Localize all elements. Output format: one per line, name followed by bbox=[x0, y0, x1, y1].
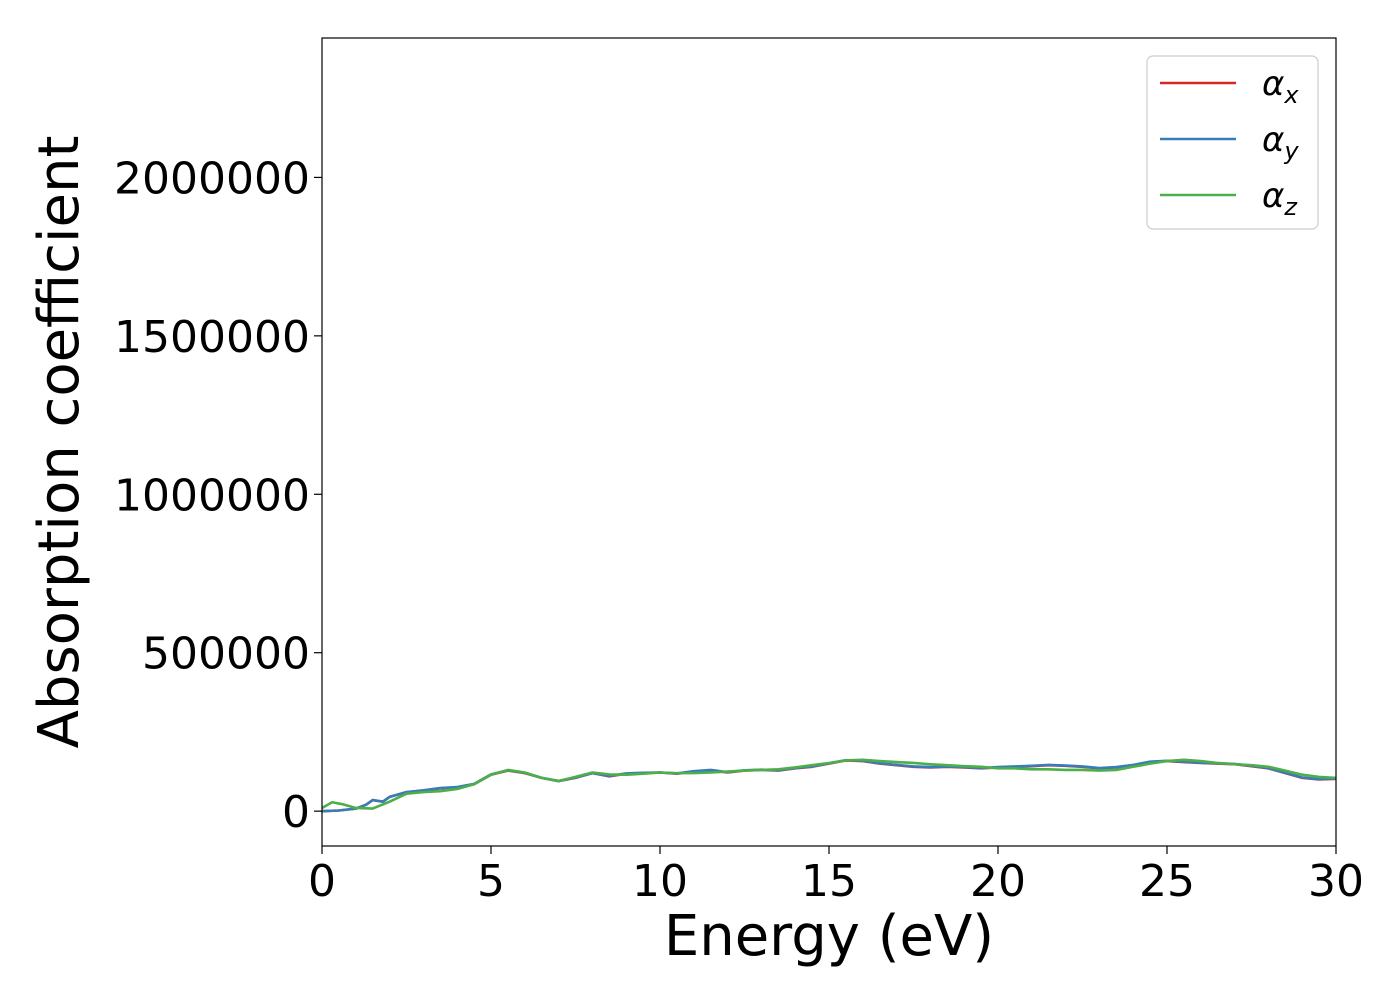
y-tick-label: 500000 bbox=[142, 629, 310, 680]
x-tick-label: 10 bbox=[632, 856, 688, 907]
legend-label-x: αx bbox=[1262, 64, 1299, 109]
x-tick-label: 30 bbox=[1308, 856, 1364, 907]
y-tick-label: 1500000 bbox=[114, 312, 310, 363]
series-line-z bbox=[322, 758, 1336, 810]
x-tick-label: 25 bbox=[1139, 856, 1195, 907]
legend-label-main: α bbox=[1262, 120, 1284, 160]
legend-box bbox=[1146, 55, 1319, 230]
y-axis-ticks: 0 500000 1000000 1500000 2000000 bbox=[114, 153, 322, 838]
series-line-y bbox=[322, 758, 1336, 813]
x-axis-label: Energy (eV) bbox=[664, 904, 994, 969]
series-line-x bbox=[322, 759, 1336, 813]
y-axis-label: Absorption coefficient bbox=[27, 136, 92, 749]
legend-label-z: αz bbox=[1262, 176, 1298, 221]
legend-label-main: α bbox=[1262, 64, 1284, 104]
legend-label-subscript: z bbox=[1283, 193, 1298, 221]
y-tick-label: 0 bbox=[282, 787, 310, 838]
legend-label-y: αy bbox=[1262, 120, 1299, 165]
x-axis-ticks: 0 5 10 15 20 25 30 bbox=[308, 846, 1364, 907]
x-tick-label: 20 bbox=[970, 856, 1026, 907]
series-layer bbox=[322, 758, 1336, 813]
x-tick-label: 15 bbox=[801, 856, 857, 907]
legend-label-main: α bbox=[1262, 176, 1284, 216]
x-tick-label: 5 bbox=[477, 856, 505, 907]
legend-label-subscript: y bbox=[1283, 137, 1299, 165]
y-tick-label: 2000000 bbox=[114, 153, 310, 204]
legend-label-subscript: x bbox=[1283, 81, 1299, 109]
y-tick-label: 1000000 bbox=[114, 470, 310, 521]
x-tick-label: 0 bbox=[308, 856, 336, 907]
